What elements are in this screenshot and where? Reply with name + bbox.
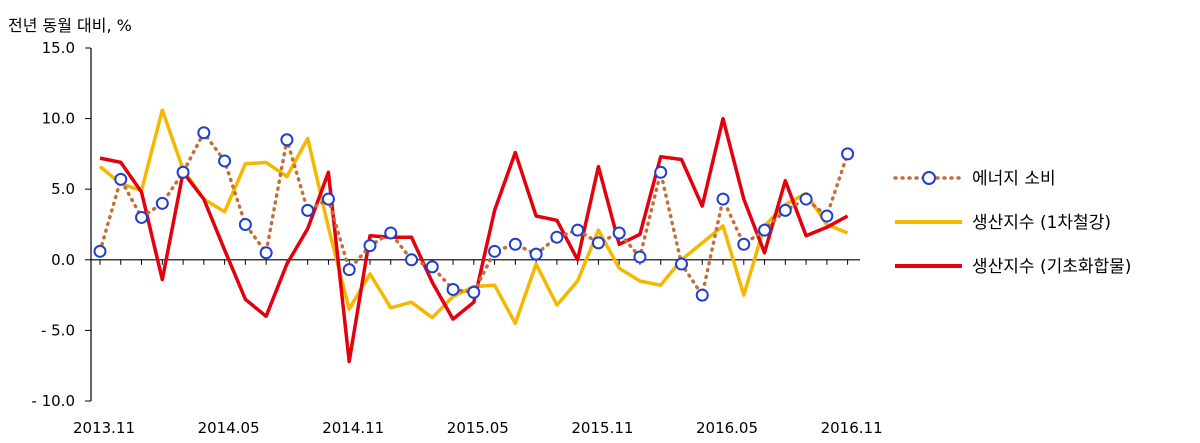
data-point xyxy=(716,192,730,206)
data-point xyxy=(93,244,107,258)
y-tick-label: 10.0 xyxy=(42,110,75,128)
data-point xyxy=(571,223,585,237)
y-axis-unit-label: 전년 동월 대비, % xyxy=(8,16,132,35)
data-point xyxy=(155,196,169,210)
data-point xyxy=(176,165,190,179)
y-tick-label: 0.0 xyxy=(51,251,75,269)
legend-label: 생산지수 (1차철강) xyxy=(972,213,1111,233)
data-point xyxy=(591,236,605,250)
data-point xyxy=(301,203,315,217)
data-point xyxy=(841,147,855,161)
data-point xyxy=(612,226,626,240)
data-point xyxy=(114,172,128,186)
x-tick-label: 2014.05 xyxy=(198,419,260,437)
data-point xyxy=(218,154,232,168)
data-point xyxy=(259,246,273,260)
data-point xyxy=(508,237,522,251)
data-point xyxy=(758,223,772,237)
y-tick-label: 5.0 xyxy=(51,180,75,198)
data-point xyxy=(467,285,481,299)
data-point xyxy=(778,203,792,217)
series-layer xyxy=(93,108,855,364)
data-point xyxy=(405,253,419,267)
data-point xyxy=(363,239,377,253)
data-point xyxy=(321,192,335,206)
data-point xyxy=(820,209,834,223)
data-point xyxy=(384,226,398,240)
data-point xyxy=(425,260,439,274)
x-tick-label: 2014.11 xyxy=(322,419,384,437)
x-tick-label: 2016.05 xyxy=(696,419,758,437)
x-tick-label: 2013.11 xyxy=(73,419,135,437)
y-tick-label: - 5.0 xyxy=(41,321,75,339)
data-point xyxy=(737,237,751,251)
x-tick-label: 2015.05 xyxy=(447,419,509,437)
legend-label: 에너지 소비 xyxy=(972,169,1056,189)
y-tick-label: 15.0 xyxy=(42,39,75,57)
data-point xyxy=(238,218,252,231)
y-tick-label: - 10.0 xyxy=(31,392,75,410)
axes: 15.0 10.0 5.0 0.0 - 5.0 - 10.0 2013.11 2014.05 2… xyxy=(31,39,882,437)
data-point xyxy=(280,133,294,147)
x-tick-label: 2015.11 xyxy=(571,419,633,437)
data-point xyxy=(654,165,668,179)
legend-label: 생산지수 (기초화합물) xyxy=(972,257,1131,277)
data-point xyxy=(633,250,647,264)
series-line-chemical xyxy=(99,116,849,364)
data-point xyxy=(488,244,502,258)
data-point xyxy=(197,126,211,140)
data-point xyxy=(695,288,709,302)
x-tick-label: 2016.11 xyxy=(821,419,883,437)
data-point xyxy=(550,230,564,244)
data-point xyxy=(135,210,149,224)
legend-marker xyxy=(922,171,936,185)
data-point xyxy=(342,263,356,277)
data-point xyxy=(446,282,460,296)
data-point xyxy=(799,192,813,206)
data-point xyxy=(674,257,688,271)
data-point xyxy=(529,247,543,261)
